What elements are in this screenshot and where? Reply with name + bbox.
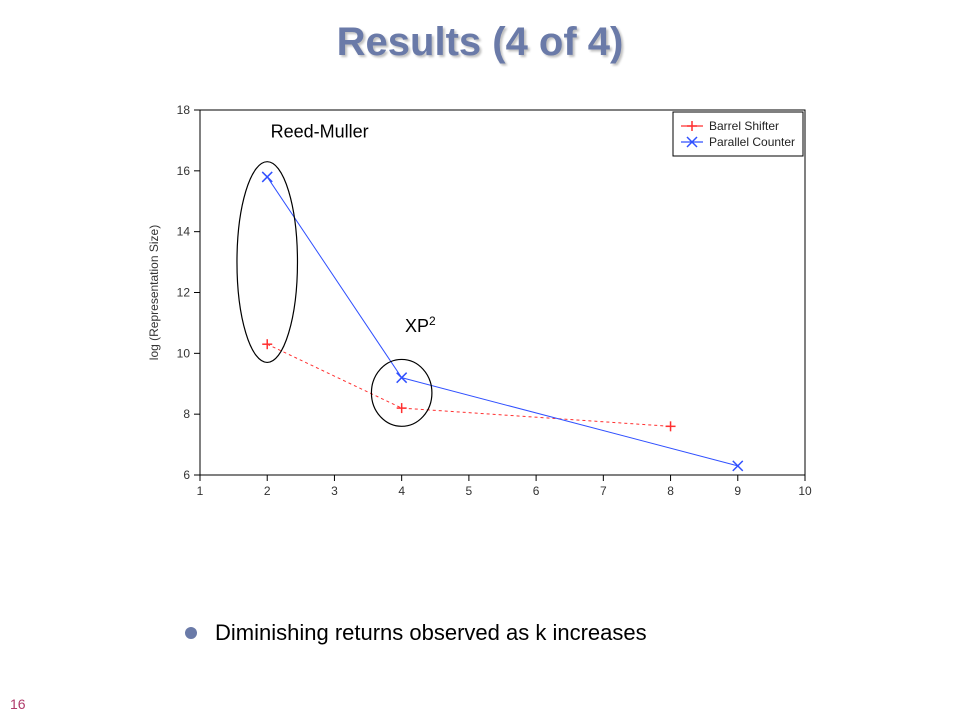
y-axis-label: log (Representation Size) [147,225,161,360]
legend-item-barrel-shifter: Barrel Shifter [709,119,779,133]
bullet-icon [185,627,197,639]
svg-text:5: 5 [466,484,473,498]
svg-text:8: 8 [183,407,190,421]
page-number: 16 [10,696,26,712]
svg-text:16: 16 [177,164,191,178]
svg-text:4: 4 [398,484,405,498]
svg-text:10: 10 [798,484,812,498]
svg-text:18: 18 [177,103,191,117]
svg-text:7: 7 [600,484,607,498]
annotation-label-reed-muller: Reed-Muller [271,121,369,141]
svg-text:6: 6 [183,468,190,482]
svg-text:10: 10 [177,346,191,360]
bullet-text: Diminishing returns observed as k increa… [215,620,647,646]
bullet-row: Diminishing returns observed as k increa… [185,620,647,646]
svg-text:2: 2 [264,484,271,498]
svg-text:9: 9 [734,484,741,498]
svg-text:8: 8 [667,484,674,498]
chart-container: 12345678910681012141618log (Representati… [130,90,830,510]
results-chart: 12345678910681012141618log (Representati… [130,90,830,510]
svg-text:1: 1 [197,484,204,498]
chart-legend: Barrel Shifter Parallel Counter [673,112,803,156]
svg-text:3: 3 [331,484,338,498]
legend-item-parallel-counter: Parallel Counter [709,135,795,149]
slide-title: Results (4 of 4) [0,20,960,65]
svg-text:6: 6 [533,484,540,498]
svg-text:12: 12 [177,286,191,300]
svg-text:14: 14 [177,225,191,239]
